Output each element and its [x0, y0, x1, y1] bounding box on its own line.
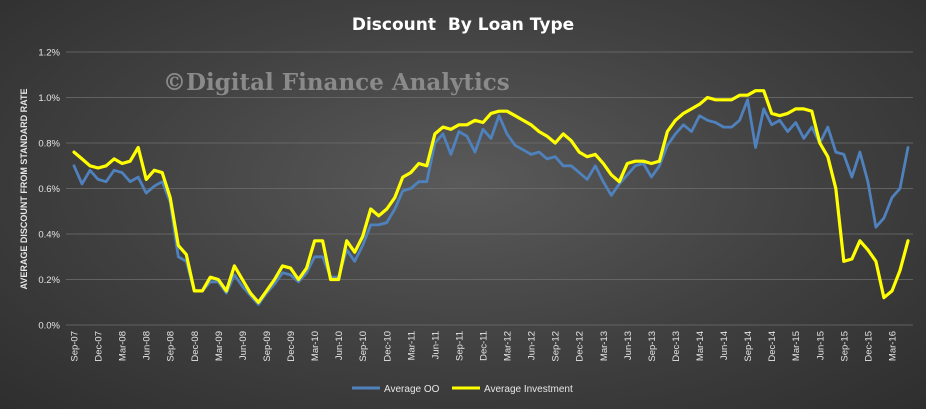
x-tick-label: Sep-10 [358, 331, 369, 362]
x-tick-label: Jun-14 [719, 331, 730, 360]
x-tick-label: Sep-12 [551, 331, 562, 362]
y-tick-label: 0.8% [38, 139, 60, 150]
x-tick-label: Jun-09 [238, 331, 249, 360]
legend-label-average-investment: Average Investment [484, 384, 573, 395]
x-tick-label: Mar-10 [310, 331, 321, 361]
x-tick-label: Jun-12 [527, 331, 538, 360]
series-line-average-oo [72, 98, 910, 306]
x-tick-label: Sep-08 [166, 331, 177, 362]
x-tick-label: Dec-07 [94, 331, 105, 362]
x-tick-label: Dec-11 [479, 331, 490, 361]
x-tick-label: Sep-09 [262, 331, 273, 362]
series-line-average-investment [72, 89, 910, 304]
x-tick-label: Jun-11 [430, 331, 441, 359]
x-tick-label: Dec-10 [382, 331, 393, 362]
x-tick-label: Mar-16 [888, 331, 899, 361]
x-tick-label: Mar-11 [406, 331, 417, 360]
x-tick-label: Dec-15 [863, 331, 874, 362]
x-tick-label: Sep-07 [70, 331, 81, 362]
x-tick-label: Sep-13 [647, 331, 658, 362]
y-axis-tick-labels: 0.0% 0.2% 0.4% 0.6% 0.8% 1.0% 1.2% [38, 48, 60, 332]
legend-label-average-oo: Average OO [384, 384, 440, 395]
x-tick-label: Mar-09 [214, 331, 225, 361]
x-tick-label: Jun-13 [623, 331, 634, 360]
x-tick-label: Mar-14 [695, 331, 706, 361]
chart-title: Discount By Loan Type [352, 15, 574, 35]
y-tick-label: 0.0% [38, 321, 60, 332]
x-tick-label: Mar-12 [503, 331, 514, 361]
x-tick-label: Jun-10 [334, 331, 345, 360]
x-tick-label: Mar-15 [791, 331, 802, 361]
legend: Average OO Average Investment [352, 384, 573, 395]
y-tick-label: 0.2% [38, 275, 60, 286]
y-axis-label: AVERAGE DISCOUNT FROM STANDARD RATE [19, 89, 29, 290]
x-tick-label: Dec-13 [671, 331, 682, 362]
y-tick-label: 0.6% [38, 184, 60, 195]
x-axis-tick-labels: Sep-07 Dec-07 Mar-08 Jun-08 Sep-08 Dec-08 Mar-… [70, 331, 899, 362]
x-tick-label: Dec-14 [767, 331, 778, 362]
x-tick-label: Dec-09 [286, 331, 297, 362]
x-tick-label: Mar-08 [118, 331, 129, 361]
x-tick-label: Sep-11 [454, 331, 465, 361]
x-tick-label: Mar-13 [599, 331, 610, 361]
x-tick-label: Dec-12 [575, 331, 586, 362]
watermark-text: ©Digital Finance Analytics [163, 69, 510, 96]
x-tick-label: Jun-08 [142, 331, 153, 360]
y-tick-label: 1.2% [38, 48, 60, 59]
x-tick-label: Sep-15 [839, 331, 850, 362]
x-tick-label: Sep-14 [743, 331, 754, 362]
y-tick-label: 0.4% [38, 230, 60, 241]
x-tick-label: Jun-15 [815, 331, 826, 360]
series-layer [72, 89, 910, 306]
x-tick-label: Dec-08 [190, 331, 201, 362]
y-tick-label: 1.0% [38, 93, 60, 104]
